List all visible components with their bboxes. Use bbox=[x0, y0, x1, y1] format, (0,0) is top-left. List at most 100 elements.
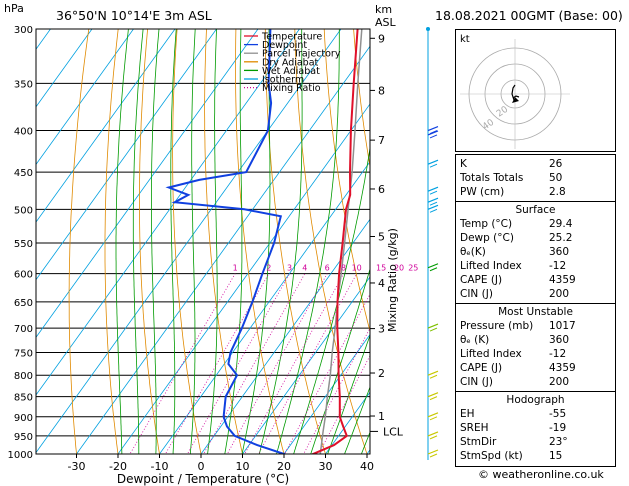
wind-barb bbox=[427, 130, 439, 136]
hodograph-ring-label-40: 40 bbox=[481, 118, 496, 133]
x-axis-label: Dewpoint / Temperature (°C) bbox=[117, 472, 289, 486]
hodo-row-stmdir: StmDir 23° bbox=[460, 436, 568, 448]
km-label: km bbox=[375, 3, 393, 16]
wet-adiabat-line bbox=[258, 29, 303, 454]
km-tick-label: 3 bbox=[378, 323, 385, 336]
pressure-tick-label: 350 bbox=[14, 79, 33, 90]
mixing-ratio-line bbox=[164, 273, 270, 454]
mixing-ratio-line bbox=[244, 273, 344, 454]
wind-barb-flag bbox=[429, 453, 438, 458]
wet-adiabat-line bbox=[207, 29, 218, 454]
hodograph-trace bbox=[511, 84, 516, 101]
isotherm-line bbox=[36, 29, 300, 396]
wind-barb bbox=[427, 449, 439, 455]
wet-adiabat-line bbox=[310, 267, 370, 454]
wet-adiabat-line bbox=[293, 144, 370, 454]
indices-panel: K 26 Totals Totals 50 PW (cm) 2.8 Surface T… bbox=[455, 154, 616, 467]
temperature-tick-label: -30 bbox=[68, 460, 86, 473]
hodograph-ring-label-20: 20 bbox=[495, 105, 510, 120]
asl-label: ASL bbox=[375, 16, 396, 29]
wet-adiabat-line bbox=[132, 29, 144, 454]
mixing-ratio-label: 3 bbox=[287, 264, 292, 273]
hpa-label: hPa bbox=[4, 2, 24, 15]
divider bbox=[456, 201, 615, 202]
km-tick-label: 5 bbox=[378, 230, 385, 243]
mu-row-pressure: Pressure (mb) 1017 bbox=[460, 320, 576, 332]
mixing-ratio-line bbox=[258, 273, 358, 454]
wind-barb-flag bbox=[429, 201, 438, 206]
temperature-tick-label: 40 bbox=[360, 460, 374, 473]
hodograph-trace-low bbox=[512, 95, 520, 99]
wet-adiabat-line bbox=[189, 29, 196, 454]
mixing-ratio-label: 2 bbox=[266, 264, 271, 273]
dry-adiabat-line bbox=[353, 29, 370, 170]
temperature-tick-label: -10 bbox=[151, 460, 169, 473]
legend-label: Parcel Trajectory bbox=[262, 49, 341, 60]
isotherm-line bbox=[159, 160, 370, 454]
temperature-tick-label: 0 bbox=[198, 460, 205, 473]
wind-barb bbox=[427, 159, 439, 165]
wind-barb-flag bbox=[429, 190, 438, 195]
divider bbox=[456, 303, 615, 304]
mu-row-cape: CAPE (J) 4359 bbox=[460, 362, 576, 374]
surface-row-temp: Temp (°C) 29.4 bbox=[460, 218, 573, 230]
legend-label: Wet Adiabat bbox=[262, 66, 320, 77]
isotherm-line bbox=[36, 29, 217, 281]
wind-barb-flag bbox=[429, 208, 438, 213]
divider bbox=[456, 391, 615, 392]
km-tick-label: 9 bbox=[378, 32, 385, 45]
index-row-k: K 26 bbox=[460, 158, 563, 170]
hodo-row-eh: EH -55 bbox=[460, 408, 567, 420]
km-tick-label: 7 bbox=[378, 134, 385, 147]
wind-barb-flag bbox=[429, 134, 438, 139]
pressure-tick-label: 850 bbox=[14, 393, 33, 404]
mixing-ratio-label: 15 bbox=[376, 264, 386, 273]
temperature-line bbox=[311, 29, 359, 454]
wet-adiabat-line bbox=[170, 29, 177, 454]
km-tick-label: 4 bbox=[378, 277, 385, 290]
hodograph-unit-label: kt bbox=[460, 34, 470, 45]
isotherm-line bbox=[325, 391, 370, 454]
pressure-tick-label: 900 bbox=[14, 413, 33, 424]
wind-barb bbox=[427, 392, 439, 398]
dry-adiabat-line bbox=[323, 29, 370, 333]
wet-adiabat-line bbox=[344, 386, 370, 454]
legend-label: Dry Adiabat bbox=[262, 57, 319, 68]
isotherm-line bbox=[36, 29, 176, 223]
temperature-tick-label: 30 bbox=[319, 460, 333, 473]
mixing-ratio-label: 1 bbox=[233, 264, 238, 273]
legend-label: Temperature bbox=[261, 32, 322, 43]
wind-barb-top bbox=[426, 27, 430, 31]
wet-adiabat-line bbox=[327, 334, 370, 454]
wet-adiabat-line bbox=[224, 29, 243, 454]
pressure-tick-label: 400 bbox=[14, 127, 33, 138]
mu-row-lifted-index: Lifted Index -12 bbox=[460, 348, 567, 360]
dry-adiabat-line bbox=[68, 29, 90, 454]
dewpoint-line bbox=[165, 29, 289, 454]
wind-barb bbox=[427, 431, 439, 437]
skewt-chart: 1 2 3 4 6 8 10 15 20 2530035040045050055060065070… bbox=[8, 17, 455, 486]
datetime-title: 18.08.2021 00GMT (Base: 00) bbox=[435, 8, 623, 23]
mixing-ratio-line bbox=[284, 293, 370, 454]
location-title: 36°50'N 10°14'E 3m ASL bbox=[56, 8, 212, 23]
isotherm-line bbox=[36, 29, 134, 166]
isotherm-line bbox=[36, 29, 259, 339]
wind-barb bbox=[427, 204, 439, 210]
temperature-tick-label: -20 bbox=[109, 460, 127, 473]
wind-barb bbox=[427, 263, 439, 269]
surface-row-cin: CIN (J) 200 bbox=[460, 288, 570, 300]
mixing-ratio-label: 25 bbox=[408, 264, 418, 273]
pressure-tick-label: 550 bbox=[14, 239, 33, 250]
surface-row-dewp: Dewp (°C) 25.2 bbox=[460, 232, 573, 244]
mixing-ratio-line bbox=[129, 273, 236, 454]
temperature-tick-label: 20 bbox=[277, 460, 291, 473]
legend-label: Dewpoint bbox=[262, 40, 307, 51]
wind-barb-flag bbox=[429, 435, 438, 440]
isotherm-line bbox=[396, 17, 455, 471]
parcel-trajectory-line bbox=[319, 29, 363, 454]
hodograph-title: Hodograph bbox=[506, 394, 565, 406]
km-tick-label: 8 bbox=[378, 84, 385, 97]
surface-row-theta-e: θₑ(K) 360 bbox=[460, 246, 570, 258]
km-tick-label: 2 bbox=[378, 367, 385, 380]
pressure-tick-label: 300 bbox=[14, 25, 33, 36]
